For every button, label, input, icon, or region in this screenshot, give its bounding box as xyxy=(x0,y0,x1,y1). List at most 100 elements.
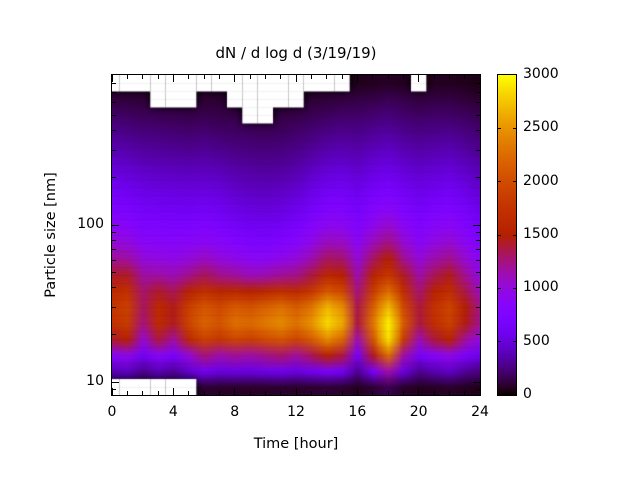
x-tick-label: 20 xyxy=(409,404,428,420)
axis-tick xyxy=(112,102,116,104)
axis-tick xyxy=(295,388,297,395)
axis-tick xyxy=(387,391,389,395)
axis-tick xyxy=(264,75,266,79)
axis-tick xyxy=(513,234,516,236)
axis-tick xyxy=(111,75,113,82)
axis-tick xyxy=(476,239,480,241)
axis-tick xyxy=(326,75,328,79)
axis-tick xyxy=(112,149,116,151)
axis-tick xyxy=(218,75,220,79)
axis-tick xyxy=(112,231,116,233)
axis-tick xyxy=(112,114,116,116)
axis-tick xyxy=(498,287,501,289)
axis-tick xyxy=(513,181,516,183)
axis-tick xyxy=(473,381,480,383)
colorbar-tick-label: 0 xyxy=(523,386,532,402)
axis-tick xyxy=(112,82,116,84)
axis-tick xyxy=(172,388,174,395)
axis-tick xyxy=(372,391,374,395)
y-tick-label: 10 xyxy=(86,373,104,390)
colorbar-tick-label: 1000 xyxy=(523,279,559,296)
axis-tick xyxy=(112,388,116,390)
axis-tick xyxy=(112,271,116,273)
x-tick-label: 24 xyxy=(471,404,489,420)
axis-tick xyxy=(111,388,113,395)
axis-tick xyxy=(188,391,190,395)
axis-tick xyxy=(356,75,358,82)
axis-tick xyxy=(476,334,480,336)
axis-tick xyxy=(433,391,435,395)
axis-tick xyxy=(218,391,220,395)
y-tick-label: 100 xyxy=(77,216,104,233)
axis-tick xyxy=(142,75,144,79)
axis-tick xyxy=(418,75,420,82)
axis-tick xyxy=(476,82,480,84)
axis-tick xyxy=(112,224,119,226)
axis-tick xyxy=(473,224,480,226)
x-tick-label: 16 xyxy=(348,404,367,420)
axis-tick xyxy=(295,75,297,82)
axis-tick xyxy=(433,75,435,79)
axis-tick xyxy=(476,259,480,261)
axis-tick xyxy=(157,75,159,79)
x-axis-label: Time [hour] xyxy=(253,436,339,452)
axis-tick xyxy=(498,234,501,236)
axis-tick xyxy=(476,287,480,289)
axis-tick xyxy=(448,391,450,395)
colorbar-tick-label: 2500 xyxy=(523,119,559,136)
axis-tick xyxy=(112,259,116,261)
axis-tick xyxy=(157,391,159,395)
axis-tick xyxy=(402,391,404,395)
colorbar-tick-label: 2000 xyxy=(523,172,559,189)
axis-tick xyxy=(464,391,466,395)
axis-tick xyxy=(513,287,516,289)
axis-tick xyxy=(249,75,251,79)
axis-tick xyxy=(172,75,174,82)
axis-tick xyxy=(280,75,282,79)
axis-tick xyxy=(476,231,480,233)
colorbar-tick-label: 500 xyxy=(523,332,550,349)
axis-tick xyxy=(188,75,190,79)
axis-tick xyxy=(402,75,404,79)
axis-tick xyxy=(126,75,128,79)
x-tick-label: 12 xyxy=(287,404,305,420)
axis-tick xyxy=(126,391,128,395)
axis-tick xyxy=(476,306,480,308)
axis-tick xyxy=(476,114,480,116)
axis-tick xyxy=(372,75,374,79)
axis-tick xyxy=(112,130,116,132)
axis-tick xyxy=(448,75,450,79)
axis-tick xyxy=(476,177,480,179)
axis-tick xyxy=(498,127,501,129)
axis-tick xyxy=(498,181,501,183)
axis-tick xyxy=(341,391,343,395)
colorbar-tick-label: 1500 xyxy=(523,226,559,242)
axis-tick xyxy=(476,130,480,132)
axis-tick xyxy=(234,388,236,395)
axis-tick xyxy=(310,75,312,79)
x-tick-label: 0 xyxy=(107,404,117,420)
axis-tick xyxy=(479,388,481,395)
axis-tick xyxy=(203,391,205,395)
axis-tick xyxy=(464,75,466,79)
axis-tick xyxy=(387,75,389,79)
colorbar-tick-label: 3000 xyxy=(523,66,559,82)
axis-tick xyxy=(142,391,144,395)
axis-tick xyxy=(498,341,501,343)
axis-tick xyxy=(476,91,480,93)
axis-tick xyxy=(112,287,116,289)
y-axis-label: Particle size [nm] xyxy=(43,172,59,298)
axis-tick xyxy=(476,249,480,250)
x-tick-label: 4 xyxy=(168,404,178,420)
axis-tick xyxy=(112,306,116,308)
axis-tick xyxy=(112,177,116,179)
axis-tick xyxy=(112,381,119,383)
axis-tick xyxy=(513,341,516,343)
axis-tick xyxy=(112,239,116,241)
axis-tick xyxy=(280,391,282,395)
axis-tick xyxy=(476,271,480,273)
axis-tick xyxy=(476,102,480,104)
axis-tick xyxy=(326,391,328,395)
heatmap-canvas xyxy=(112,75,480,395)
